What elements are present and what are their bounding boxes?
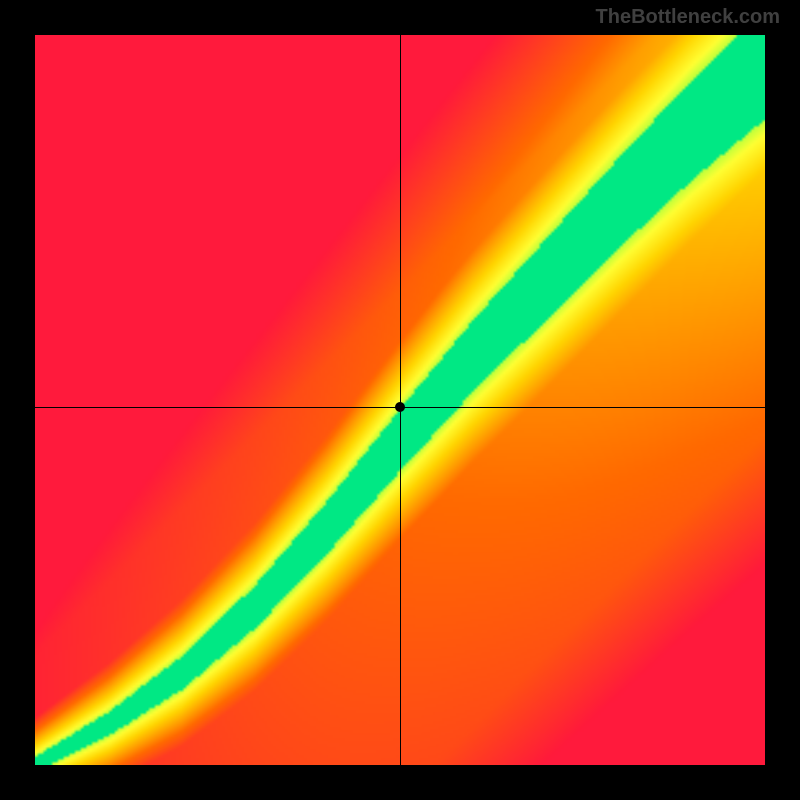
plot-area <box>35 35 765 765</box>
data-point <box>395 402 405 412</box>
crosshair-vertical <box>400 35 401 765</box>
watermark-text: TheBottleneck.com <box>596 6 780 29</box>
chart-container: TheBottleneck.com <box>0 0 800 800</box>
